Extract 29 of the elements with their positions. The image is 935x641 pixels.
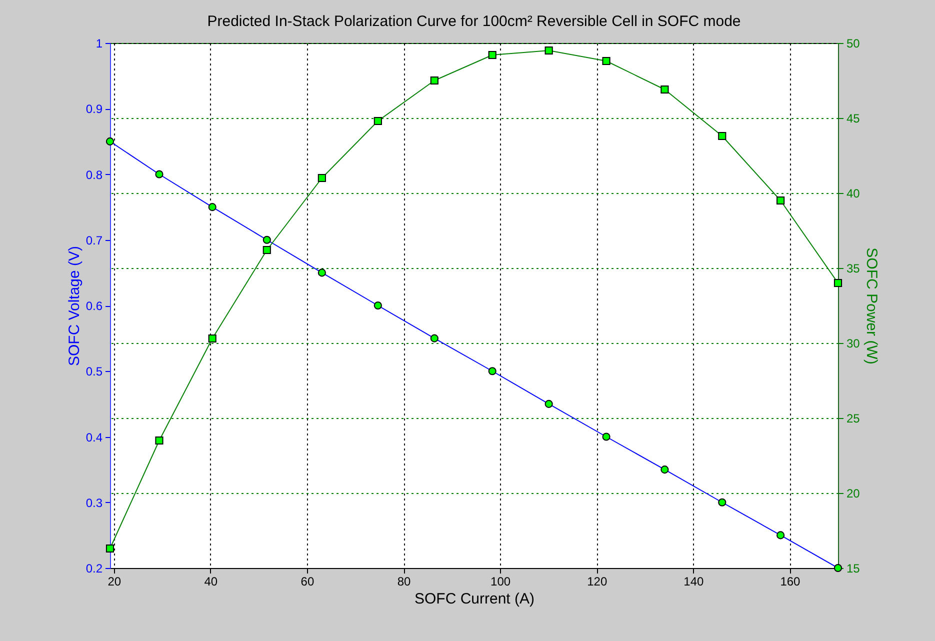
y2-tick-label: 15 bbox=[846, 562, 860, 576]
x-tick-label: 20 bbox=[108, 574, 122, 588]
x-tick-label: 100 bbox=[490, 574, 511, 588]
y2-tick-label: 30 bbox=[846, 336, 860, 350]
y-axis-title: SOFC Voltage (V) bbox=[66, 246, 83, 366]
x-tick-label: 120 bbox=[587, 574, 608, 588]
x-tick-label: 140 bbox=[684, 574, 704, 588]
y-tick-label: 0.6 bbox=[86, 299, 103, 313]
y-tick-label: 0.5 bbox=[86, 364, 103, 379]
x-tick-label: 40 bbox=[204, 574, 218, 588]
y-tick-label: 0.7 bbox=[86, 233, 103, 248]
y-tick-label: 1 bbox=[96, 36, 103, 50]
x-axis-title: SOFC Current (A) bbox=[414, 590, 535, 608]
y-tick-label: 0.4 bbox=[86, 430, 103, 444]
y2-tick-label: 40 bbox=[846, 186, 860, 200]
y-tick-label: 0.2 bbox=[86, 562, 103, 576]
x-tick-label: 80 bbox=[397, 574, 412, 588]
y2-tick-label: 45 bbox=[846, 112, 860, 126]
x-tick-label: 60 bbox=[300, 574, 314, 588]
x-tick-label: 160 bbox=[780, 574, 801, 588]
y2-tick-label: 35 bbox=[846, 262, 860, 276]
y2-tick-label: 20 bbox=[846, 486, 860, 500]
y2-tick-label: 25 bbox=[846, 412, 860, 426]
y2-axis-title: SOFC Power (W) bbox=[862, 248, 880, 364]
chart-title: Predicted In-Stack Polarization Curve for 100cm² Reversible Cell in SOFC mode bbox=[207, 13, 741, 30]
y2-tick-label: 50 bbox=[846, 36, 860, 50]
y-tick-label: 0.3 bbox=[86, 496, 103, 510]
y-tick-label: 0.9 bbox=[86, 102, 103, 116]
y-tick-label: 0.8 bbox=[86, 168, 103, 182]
